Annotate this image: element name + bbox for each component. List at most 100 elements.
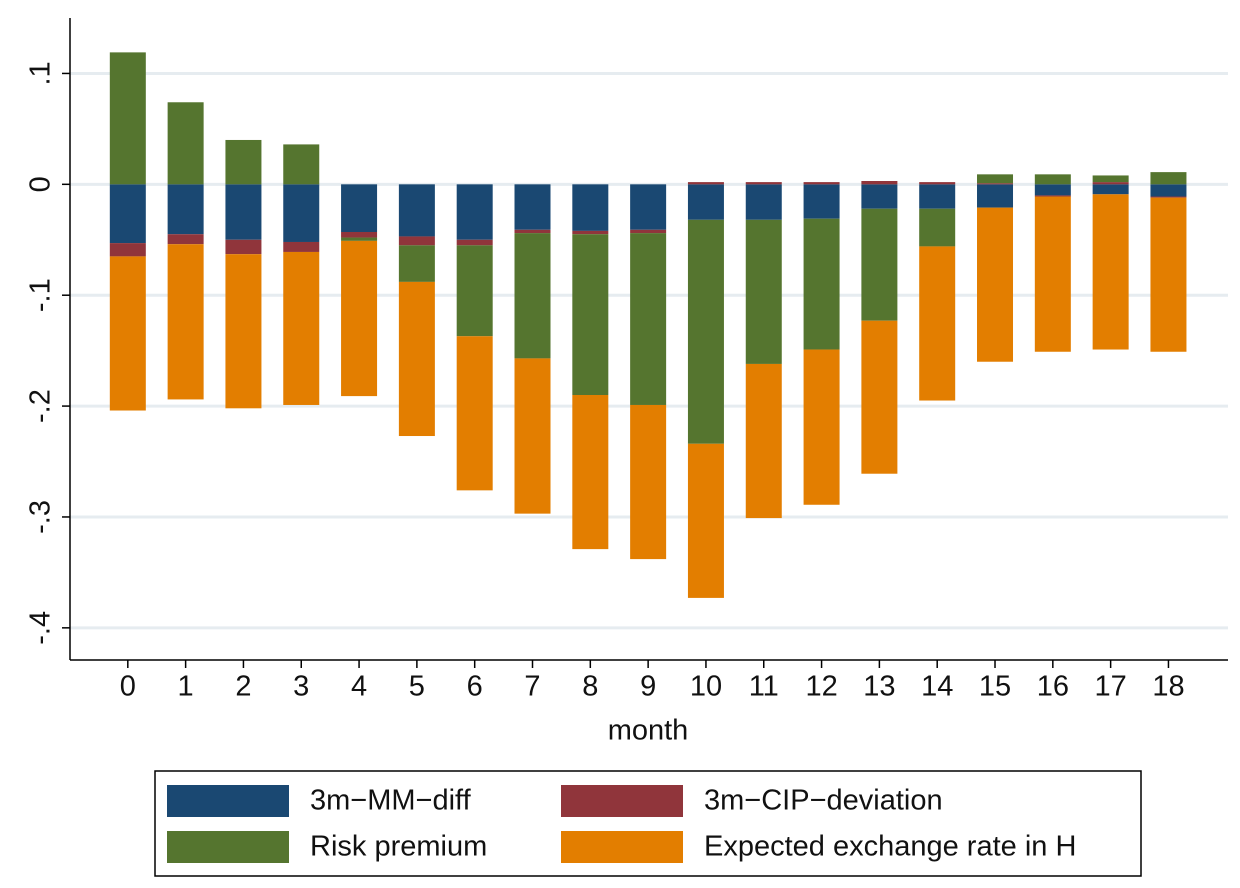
bar bbox=[1034, 196, 1071, 352]
bar bbox=[1092, 194, 1129, 350]
bar bbox=[225, 139, 262, 185]
x-tick-label: 2 bbox=[235, 671, 251, 703]
legend-label: 3m−MM−diff bbox=[310, 785, 472, 817]
bar bbox=[225, 239, 262, 255]
bar bbox=[803, 218, 840, 350]
bar bbox=[514, 358, 551, 514]
legend-swatch bbox=[167, 831, 289, 863]
bar bbox=[109, 52, 146, 185]
bar bbox=[456, 245, 493, 337]
bar bbox=[514, 184, 551, 230]
bar bbox=[861, 180, 898, 185]
x-tick-label: 3 bbox=[293, 671, 309, 703]
bar bbox=[687, 443, 724, 598]
bar bbox=[572, 230, 609, 235]
x-tick-label: 18 bbox=[1152, 671, 1184, 703]
bar bbox=[861, 208, 898, 321]
bar bbox=[919, 184, 956, 209]
x-tick-label: 14 bbox=[921, 671, 953, 703]
x-tick-label: 5 bbox=[409, 671, 425, 703]
bar bbox=[977, 174, 1014, 184]
y-tick-label: .1 bbox=[25, 61, 57, 85]
bar bbox=[861, 184, 898, 209]
bar bbox=[514, 233, 551, 359]
bar bbox=[1034, 184, 1071, 196]
bar bbox=[745, 184, 782, 220]
bar bbox=[456, 184, 493, 240]
bar bbox=[745, 182, 782, 185]
bar bbox=[1150, 184, 1187, 197]
bar bbox=[745, 219, 782, 364]
y-tick-label: -.4 bbox=[25, 611, 57, 645]
x-tick-label: 7 bbox=[524, 671, 540, 703]
bar bbox=[572, 184, 609, 231]
bar bbox=[398, 184, 435, 237]
bar bbox=[1092, 182, 1129, 185]
bar bbox=[919, 246, 956, 401]
bar bbox=[630, 229, 667, 234]
x-tick-label: 0 bbox=[120, 671, 136, 703]
bar bbox=[1150, 172, 1187, 185]
legend-label: Expected exchange rate in H bbox=[704, 831, 1076, 863]
bar bbox=[1092, 184, 1129, 195]
bar bbox=[687, 182, 724, 185]
bar bbox=[803, 182, 840, 185]
bar bbox=[745, 363, 782, 519]
bar bbox=[1092, 175, 1129, 183]
x-tick-label: 11 bbox=[749, 671, 779, 703]
bar bbox=[283, 184, 320, 242]
bar bbox=[1034, 174, 1071, 185]
bar bbox=[167, 184, 204, 235]
bar bbox=[398, 281, 435, 437]
bar bbox=[225, 254, 262, 409]
bar bbox=[919, 208, 956, 247]
y-tick-label: 0 bbox=[25, 176, 57, 192]
bar bbox=[687, 219, 724, 444]
x-tick-label: 16 bbox=[1037, 671, 1069, 703]
bar bbox=[572, 394, 609, 550]
x-tick-label: 12 bbox=[805, 671, 837, 703]
legend-label: 3m−CIP−deviation bbox=[704, 785, 943, 817]
bar bbox=[861, 320, 898, 474]
bar bbox=[109, 243, 146, 257]
bar bbox=[456, 239, 493, 246]
bar bbox=[283, 241, 320, 252]
x-axis-label: month bbox=[608, 715, 689, 747]
bar bbox=[341, 237, 378, 241]
bar bbox=[514, 229, 551, 234]
bar bbox=[1150, 196, 1187, 198]
bar bbox=[1150, 197, 1187, 352]
y-tick-label: -.3 bbox=[25, 500, 57, 534]
bar bbox=[167, 102, 204, 185]
bar bbox=[977, 207, 1014, 362]
x-tick-label: 6 bbox=[467, 671, 483, 703]
bar bbox=[283, 251, 320, 405]
bar bbox=[167, 244, 204, 400]
x-tick-label: 10 bbox=[690, 671, 722, 703]
bar bbox=[341, 240, 378, 397]
legend-swatch bbox=[561, 831, 683, 863]
bar bbox=[687, 184, 724, 220]
bar bbox=[630, 184, 667, 230]
x-tick-label: 17 bbox=[1095, 671, 1127, 703]
bar bbox=[977, 183, 1014, 185]
x-tick-label: 9 bbox=[640, 671, 656, 703]
bar bbox=[109, 184, 146, 244]
bar bbox=[977, 184, 1014, 208]
x-tick-label: 4 bbox=[351, 671, 367, 703]
bar bbox=[630, 404, 667, 560]
bar bbox=[456, 336, 493, 491]
x-tick-label: 13 bbox=[863, 671, 895, 703]
legend-swatch bbox=[167, 785, 289, 817]
bar bbox=[919, 182, 956, 185]
bar bbox=[225, 184, 262, 240]
bar bbox=[341, 232, 378, 238]
bar bbox=[398, 245, 435, 282]
bar bbox=[803, 184, 840, 219]
bar bbox=[283, 144, 320, 185]
y-tick-label: -.1 bbox=[25, 278, 57, 312]
x-tick-label: 1 bbox=[178, 671, 194, 703]
legend-swatch bbox=[561, 785, 683, 817]
bar bbox=[398, 236, 435, 246]
